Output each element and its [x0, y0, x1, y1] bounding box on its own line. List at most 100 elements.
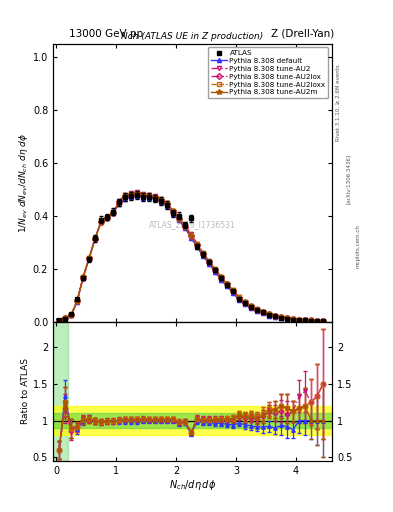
Pythia 8.308 tune-AU2	[75, 298, 79, 304]
Bar	[53, 413, 332, 428]
Pythia 8.308 default	[171, 210, 175, 217]
Pythia 8.308 tune-AU2loxx	[153, 194, 158, 200]
Pythia 8.308 default	[315, 318, 320, 324]
Pythia 8.308 tune-AU2loxx	[87, 255, 92, 262]
Pythia 8.308 tune-AU2loxx	[309, 317, 314, 324]
Line: Pythia 8.308 tune-AU2lox: Pythia 8.308 tune-AU2lox	[57, 191, 325, 323]
Pythia 8.308 tune-AU2m	[177, 216, 182, 222]
Pythia 8.308 tune-AU2lox	[93, 236, 97, 242]
Pythia 8.308 tune-AU2m	[255, 307, 259, 313]
Pythia 8.308 tune-AU2	[93, 235, 97, 241]
Pythia 8.308 tune-AU2loxx	[93, 236, 97, 242]
Pythia 8.308 default	[243, 301, 248, 307]
Pythia 8.308 tune-AU2lox	[69, 312, 73, 318]
Pythia 8.308 default	[99, 219, 103, 225]
Pythia 8.308 tune-AU2lox	[321, 318, 325, 324]
Pythia 8.308 tune-AU2loxx	[183, 223, 187, 229]
Pythia 8.308 tune-AU2lox	[159, 197, 163, 203]
Y-axis label: $1/N_{ev}$ $dN_{ev}/dN_{ch}$ $d\eta$ $d\phi$: $1/N_{ev}$ $dN_{ev}/dN_{ch}$ $d\eta$ $d\…	[17, 133, 30, 233]
Pythia 8.308 tune-AU2m	[153, 194, 158, 200]
Pythia 8.308 tune-AU2m	[111, 209, 116, 216]
Pythia 8.308 tune-AU2lox	[279, 314, 283, 321]
Pythia 8.308 tune-AU2m	[63, 315, 68, 321]
Pythia 8.308 tune-AU2loxx	[171, 208, 175, 215]
Pythia 8.308 tune-AU2loxx	[57, 318, 61, 324]
Pythia 8.308 default	[267, 312, 272, 318]
Pythia 8.308 default	[165, 203, 169, 209]
Pythia 8.308 default	[117, 201, 121, 207]
Pythia 8.308 tune-AU2loxx	[237, 294, 241, 301]
Pythia 8.308 tune-AU2lox	[57, 318, 61, 324]
Pythia 8.308 default	[63, 314, 68, 321]
Pythia 8.308 tune-AU2m	[159, 197, 163, 203]
Pythia 8.308 tune-AU2m	[87, 255, 92, 262]
Pythia 8.308 tune-AU2m	[267, 311, 272, 317]
Pythia 8.308 tune-AU2loxx	[201, 250, 206, 257]
Bar	[53, 406, 332, 435]
Y-axis label: Ratio to ATLAS: Ratio to ATLAS	[21, 358, 30, 424]
Pythia 8.308 tune-AU2loxx	[207, 258, 211, 264]
Pythia 8.308 tune-AU2m	[117, 199, 121, 205]
Pythia 8.308 tune-AU2loxx	[63, 315, 68, 321]
Pythia 8.308 tune-AU2lox	[183, 224, 187, 230]
Pythia 8.308 tune-AU2lox	[171, 209, 175, 215]
Pythia 8.308 tune-AU2	[147, 191, 151, 198]
Pythia 8.308 tune-AU2	[201, 250, 206, 256]
Text: mcplots.cern.ch: mcplots.cern.ch	[356, 224, 361, 268]
Text: ATLAS_2019_I1736531: ATLAS_2019_I1736531	[149, 220, 236, 229]
Pythia 8.308 tune-AU2lox	[315, 317, 320, 324]
Pythia 8.308 tune-AU2	[99, 218, 103, 224]
Pythia 8.308 tune-AU2lox	[99, 219, 103, 225]
Pythia 8.308 tune-AU2	[315, 317, 320, 324]
Pythia 8.308 tune-AU2loxx	[165, 200, 169, 206]
Pythia 8.308 tune-AU2loxx	[315, 317, 320, 324]
Pythia 8.308 tune-AU2lox	[303, 317, 307, 323]
Pythia 8.308 tune-AU2m	[171, 208, 175, 215]
Pythia 8.308 tune-AU2lox	[63, 315, 68, 321]
Pythia 8.308 tune-AU2	[255, 306, 259, 312]
Pythia 8.308 tune-AU2lox	[75, 298, 79, 304]
Pythia 8.308 default	[75, 299, 79, 305]
Pythia 8.308 default	[249, 305, 253, 311]
Pythia 8.308 tune-AU2loxx	[249, 303, 253, 309]
Pythia 8.308 tune-AU2	[309, 317, 314, 324]
Pythia 8.308 tune-AU2m	[243, 300, 248, 306]
Pythia 8.308 tune-AU2lox	[129, 191, 133, 198]
Pythia 8.308 tune-AU2	[117, 198, 121, 204]
Pythia 8.308 tune-AU2m	[303, 317, 307, 323]
Pythia 8.308 tune-AU2lox	[117, 199, 121, 205]
Pythia 8.308 tune-AU2m	[57, 318, 61, 324]
Pythia 8.308 tune-AU2	[231, 287, 235, 293]
Pythia 8.308 tune-AU2	[303, 317, 307, 323]
Pythia 8.308 default	[135, 193, 140, 199]
Pythia 8.308 tune-AU2	[153, 194, 158, 200]
Pythia 8.308 default	[147, 195, 151, 201]
Pythia 8.308 tune-AU2loxx	[129, 191, 133, 197]
Pythia 8.308 tune-AU2lox	[195, 242, 199, 248]
Pythia 8.308 tune-AU2loxx	[147, 193, 151, 199]
Pythia 8.308 tune-AU2loxx	[111, 209, 116, 216]
Pythia 8.308 tune-AU2loxx	[291, 316, 296, 323]
Pythia 8.308 tune-AU2m	[123, 193, 127, 199]
Pythia 8.308 tune-AU2loxx	[267, 311, 272, 317]
Pythia 8.308 default	[237, 297, 241, 303]
Pythia 8.308 tune-AU2loxx	[117, 199, 121, 205]
Pythia 8.308 default	[297, 317, 301, 323]
Pythia 8.308 default	[111, 210, 116, 216]
Pythia 8.308 tune-AU2	[165, 200, 169, 206]
Pythia 8.308 tune-AU2	[249, 303, 253, 309]
Pythia 8.308 tune-AU2loxx	[297, 317, 301, 323]
Pythia 8.308 default	[207, 261, 211, 267]
Pythia 8.308 tune-AU2lox	[249, 304, 253, 310]
Pythia 8.308 tune-AU2loxx	[321, 318, 325, 324]
Pythia 8.308 tune-AU2	[111, 209, 116, 215]
Pythia 8.308 tune-AU2loxx	[69, 312, 73, 318]
Pythia 8.308 default	[291, 317, 296, 323]
Pythia 8.308 tune-AU2lox	[123, 193, 127, 199]
Pythia 8.308 tune-AU2	[207, 258, 211, 264]
Pythia 8.308 default	[87, 255, 92, 261]
Pythia 8.308 tune-AU2loxx	[279, 314, 283, 320]
Pythia 8.308 default	[213, 269, 217, 275]
Pythia 8.308 tune-AU2lox	[189, 232, 193, 239]
Pythia 8.308 tune-AU2loxx	[177, 216, 182, 222]
